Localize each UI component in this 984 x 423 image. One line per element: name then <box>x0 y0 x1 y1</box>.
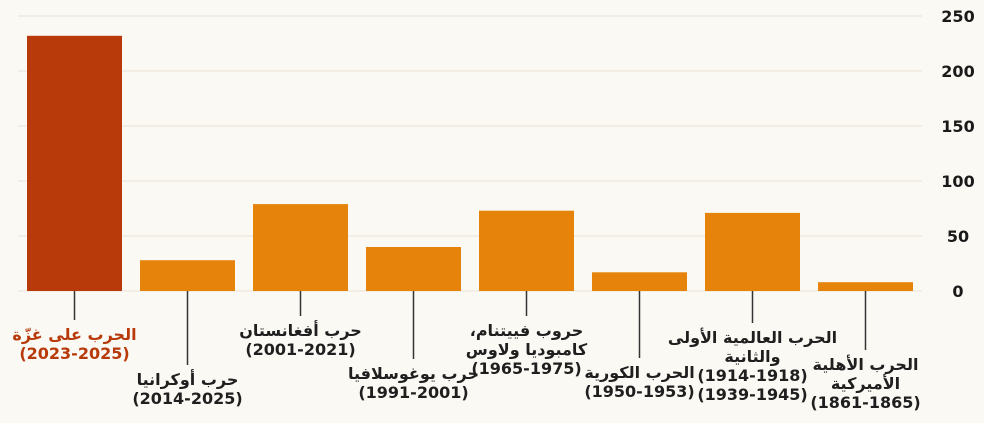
y-tick-label: 250 <box>941 7 974 26</box>
category-label-5: الحرب الكورية (1950-1953) <box>584 363 694 401</box>
bars <box>27 35 913 291</box>
bar-0 <box>27 35 122 291</box>
bar-6 <box>705 212 800 291</box>
y-tick-label: 100 <box>941 172 974 191</box>
category-label-4: حروب فييتنام، كامبوديا ولاوس (1965-1975) <box>466 321 588 378</box>
category-label-6: الحرب العالمية الأولى والثانية (1914-1918)… <box>668 328 837 404</box>
bar-4 <box>479 210 574 291</box>
y-tick-label: 0 <box>952 282 963 301</box>
bar-7 <box>818 282 913 291</box>
bar-5 <box>592 272 687 291</box>
y-tick-label: 200 <box>941 62 974 81</box>
category-label-3: حرب يوغوسلافيا (1991-2001) <box>348 364 479 402</box>
category-label-2: حرب أفغانستان (2001-2021) <box>239 320 362 359</box>
category-label-7: الحرب الأهلية الأميركية (1861-1865) <box>810 355 920 412</box>
category-label-0: الحرب على غزّة (2023-2025) <box>12 325 136 363</box>
bar-3 <box>366 247 461 291</box>
category-label-1: حرب أوكرانيا (2014-2025) <box>132 369 242 408</box>
bar-2 <box>253 204 348 291</box>
y-axis-ticks: 0 50 100 150 200 250 <box>941 7 974 301</box>
category-labels: الحرب على غزّة (2023-2025) حرب أوكرانيا (20… <box>12 291 921 412</box>
y-tick-label: 150 <box>941 117 974 136</box>
bar-1 <box>140 260 235 291</box>
y-tick-label: 50 <box>947 227 969 246</box>
